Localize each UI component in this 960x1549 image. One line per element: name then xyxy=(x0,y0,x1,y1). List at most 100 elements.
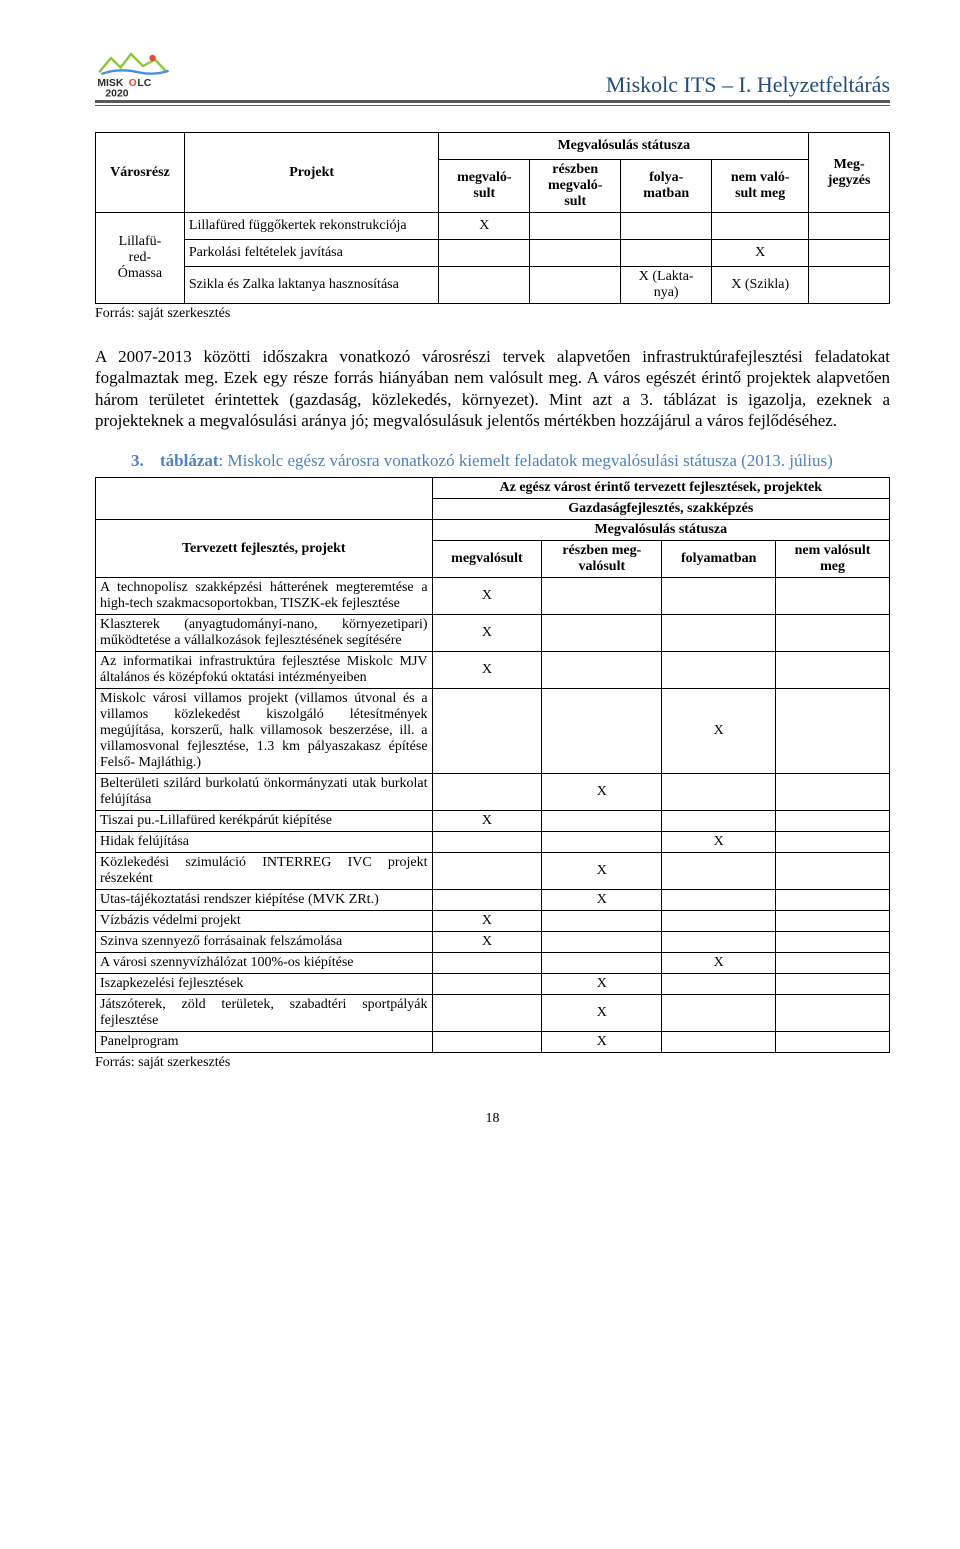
t2-cell xyxy=(776,853,890,890)
t2-project: Klaszterek (anyagtudományi-nano, környez… xyxy=(96,615,433,652)
t2-cell xyxy=(542,652,662,689)
t2-cell: X xyxy=(432,911,542,932)
svg-text:O: O xyxy=(129,78,137,89)
t2-project: A városi szennyvízhálózat 100%-os kiépít… xyxy=(96,953,433,974)
t2-cell xyxy=(432,890,542,911)
t1-cell xyxy=(809,267,890,304)
t2-project: Utas-tájékoztatási rendszer kiépítése (M… xyxy=(96,890,433,911)
t2-cell xyxy=(776,1032,890,1053)
t1-head-projekt: Projekt xyxy=(184,133,438,213)
caption-rest: : Miskolc egész városra vonatkozó kiemel… xyxy=(219,451,833,470)
t2-cell xyxy=(432,774,542,811)
t1-head-c3: megvaló- sult xyxy=(439,160,530,213)
t2-cell: X xyxy=(542,1032,662,1053)
t1-project: Lillafüred függőkertek rekonstrukciója xyxy=(184,213,438,240)
t2-cell: X xyxy=(432,932,542,953)
t1-head-c6: nem való- sult meg xyxy=(712,160,809,213)
t2-cell xyxy=(776,811,890,832)
t2-cell xyxy=(542,578,662,615)
t2-cell: X xyxy=(542,774,662,811)
t2-head-c4: folyamatban xyxy=(662,541,776,578)
t2-cell xyxy=(776,974,890,995)
t2-project: Közlekedési szimuláció INTERREG IVC proj… xyxy=(96,853,433,890)
document-title: Miskolc ITS – I. Helyzetfeltárás xyxy=(606,72,890,98)
t1-group: Lillafü- red- Ómassa xyxy=(96,213,185,304)
t2-project: Belterületi szilárd burkolatú önkormányz… xyxy=(96,774,433,811)
t2-project: Miskolc városi villamos projekt (villamo… xyxy=(96,689,433,774)
t2-project: Tiszai pu.-Lillafüred kerékpárút kiépíté… xyxy=(96,811,433,832)
t2-cell: X xyxy=(432,811,542,832)
t2-cell xyxy=(662,974,776,995)
svg-text:LC: LC xyxy=(137,78,151,89)
t1-source: Forrás: saját szerkesztés xyxy=(95,306,890,322)
t1-cell xyxy=(439,267,530,304)
t2-cell xyxy=(776,689,890,774)
t2-cell: X xyxy=(542,995,662,1032)
t2-cell xyxy=(542,953,662,974)
t2-cell xyxy=(662,578,776,615)
page: MISK O LC 2020 Miskolc ITS – I. Helyzetf… xyxy=(0,0,960,1167)
miskolc-2020-logo: MISK O LC 2020 xyxy=(95,50,175,98)
t2-head-span: Megvalósulás státusza xyxy=(432,520,889,541)
t2-cell xyxy=(776,911,890,932)
t2-cell xyxy=(432,1032,542,1053)
t2-cell xyxy=(662,853,776,890)
t2-cell xyxy=(662,890,776,911)
page-number: 18 xyxy=(95,1111,890,1127)
table2-caption: 3. táblázat: Miskolc egész városra vonat… xyxy=(95,451,890,471)
t2-project: Szinva szennyező forrásainak felszámolás… xyxy=(96,932,433,953)
t2-cell: X xyxy=(542,974,662,995)
t2-cell xyxy=(662,995,776,1032)
t2-cell xyxy=(662,932,776,953)
t2-cell xyxy=(776,932,890,953)
t2-cell xyxy=(662,774,776,811)
t2-cell xyxy=(776,995,890,1032)
t2-project: Hidak felújítása xyxy=(96,832,433,853)
t2-cell xyxy=(776,774,890,811)
t2-cell xyxy=(542,811,662,832)
t2-cell xyxy=(776,615,890,652)
body-paragraph: A 2007-2013 közötti időszakra vonatkozó … xyxy=(95,346,890,431)
t2-cell xyxy=(432,953,542,974)
t1-cell xyxy=(439,240,530,267)
t2-cell: X xyxy=(662,689,776,774)
t2-project: Panelprogram xyxy=(96,1032,433,1053)
t1-cell xyxy=(809,240,890,267)
t2-cell: X xyxy=(432,615,542,652)
t2-empty-tl xyxy=(96,478,433,520)
t1-cell: X xyxy=(439,213,530,240)
t1-cell xyxy=(621,240,712,267)
t2-cell: X xyxy=(542,853,662,890)
caption-label: táblázat xyxy=(160,451,219,470)
t1-project: Szikla és Zalka laktanya hasznosítása xyxy=(184,267,438,304)
t1-cell: X xyxy=(712,240,809,267)
header-rule xyxy=(95,100,890,106)
t2-project: Az informatikai infrastruktúra fejleszté… xyxy=(96,652,433,689)
t2-project: Iszapkezelési fejlesztések xyxy=(96,974,433,995)
t1-project: Parkolási feltételek javítása xyxy=(184,240,438,267)
t1-cell xyxy=(809,213,890,240)
t2-title: Az egész várost érintő tervezett fejlesz… xyxy=(432,478,889,499)
t1-head-statusspan: Megvalósulás státusza xyxy=(439,133,809,160)
t2-cell xyxy=(542,689,662,774)
t2-cell xyxy=(432,974,542,995)
page-header: MISK O LC 2020 Miskolc ITS – I. Helyzetf… xyxy=(95,50,890,98)
t1-cell: X (Szikla) xyxy=(712,267,809,304)
t2-cell xyxy=(432,853,542,890)
t2-cell: X xyxy=(432,578,542,615)
t2-cell xyxy=(542,615,662,652)
t2-cell: X xyxy=(662,832,776,853)
status-table-2: Az egész várost érintő tervezett fejlesz… xyxy=(95,477,890,1053)
t2-project: Vízbázis védelmi projekt xyxy=(96,911,433,932)
t2-cell xyxy=(662,1032,776,1053)
t2-cell: X xyxy=(542,890,662,911)
status-table-1: Városrész Projekt Megvalósulás státusza … xyxy=(95,132,890,304)
t2-cell xyxy=(776,578,890,615)
caption-num: 3. xyxy=(131,451,144,470)
t2-head-c3: részben meg- valósult xyxy=(542,541,662,578)
t2-cell xyxy=(776,890,890,911)
svg-text:2020: 2020 xyxy=(105,88,128,98)
t2-cell: X xyxy=(432,652,542,689)
t2-subtitle: Gazdaságfejlesztés, szakképzés xyxy=(432,499,889,520)
t2-source: Forrás: saját szerkesztés xyxy=(95,1055,890,1071)
